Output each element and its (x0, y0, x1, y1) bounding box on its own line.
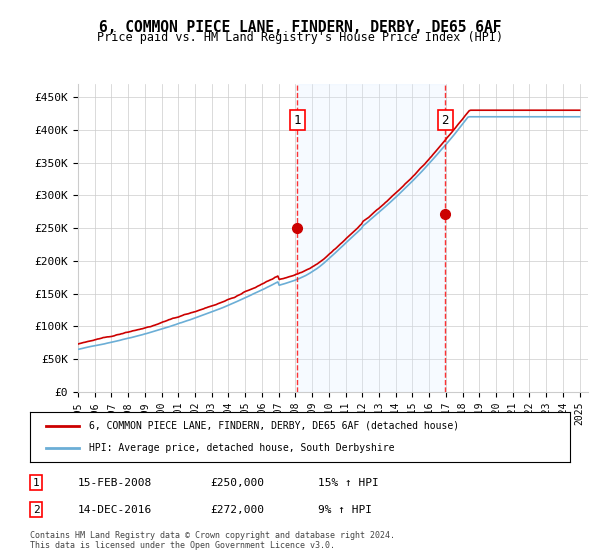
Text: 9% ↑ HPI: 9% ↑ HPI (318, 505, 372, 515)
Text: 1: 1 (293, 114, 301, 127)
Text: 1: 1 (32, 478, 40, 488)
Text: 15-FEB-2008: 15-FEB-2008 (78, 478, 152, 488)
Text: Price paid vs. HM Land Registry's House Price Index (HPI): Price paid vs. HM Land Registry's House … (97, 31, 503, 44)
Text: 2: 2 (442, 114, 449, 127)
Text: HPI: Average price, detached house, South Derbyshire: HPI: Average price, detached house, Sout… (89, 443, 395, 453)
Text: £250,000: £250,000 (210, 478, 264, 488)
Text: 2: 2 (32, 505, 40, 515)
Text: £272,000: £272,000 (210, 505, 264, 515)
Text: 15% ↑ HPI: 15% ↑ HPI (318, 478, 379, 488)
Text: 6, COMMON PIECE LANE, FINDERN, DERBY, DE65 6AF (detached house): 6, COMMON PIECE LANE, FINDERN, DERBY, DE… (89, 421, 460, 431)
Text: 6, COMMON PIECE LANE, FINDERN, DERBY, DE65 6AF: 6, COMMON PIECE LANE, FINDERN, DERBY, DE… (99, 20, 501, 35)
Text: 14-DEC-2016: 14-DEC-2016 (78, 505, 152, 515)
Text: Contains HM Land Registry data © Crown copyright and database right 2024.
This d: Contains HM Land Registry data © Crown c… (30, 530, 395, 550)
Bar (298, 84, 445, 392)
